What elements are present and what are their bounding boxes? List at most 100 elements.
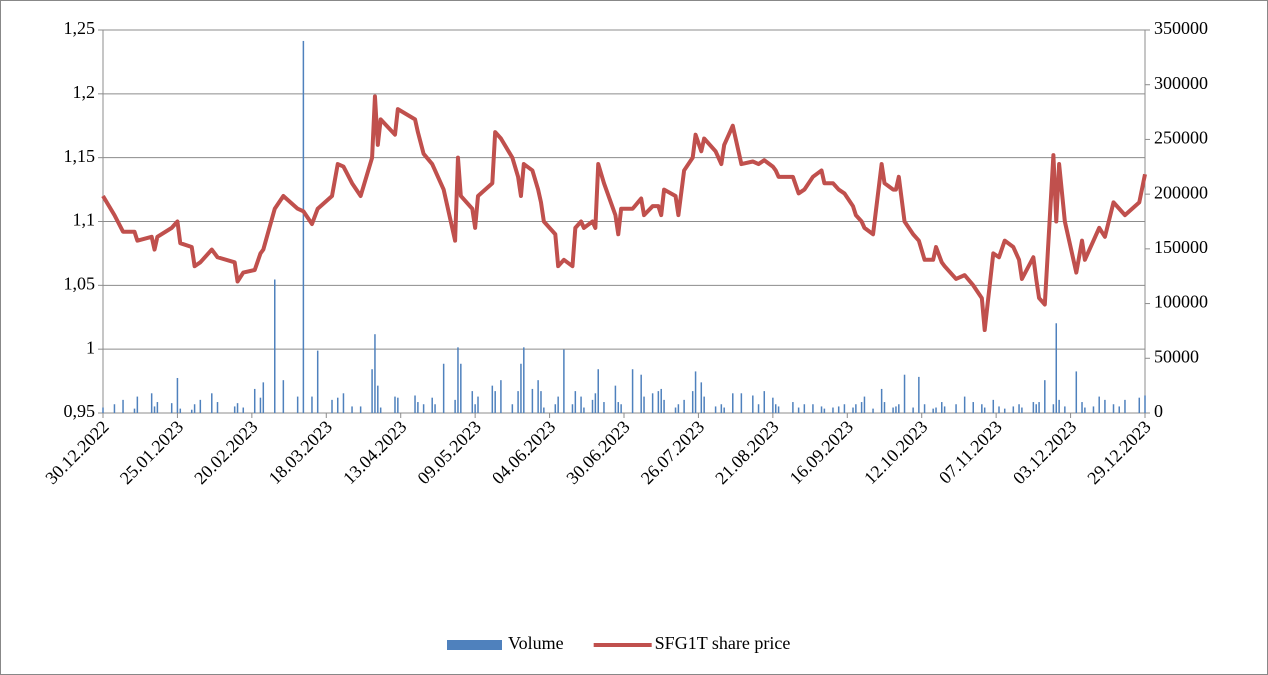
volume-bar	[852, 407, 854, 413]
legend-label: SFG1T share price	[655, 633, 791, 653]
volume-bar	[557, 396, 559, 413]
volume-bar	[941, 402, 943, 413]
volume-bar	[837, 406, 840, 413]
volume-bar	[282, 380, 285, 413]
volume-bar	[583, 407, 585, 413]
volume-bar	[614, 385, 617, 413]
volume-bar	[316, 350, 319, 413]
volume-bar	[792, 402, 794, 413]
volume-bar	[955, 404, 957, 413]
volume-bar	[772, 397, 774, 413]
volume-bar	[640, 374, 642, 413]
volume-bar	[763, 391, 766, 413]
volume-bar	[895, 406, 897, 413]
volume-bar	[892, 407, 894, 413]
volume-bar	[397, 397, 399, 413]
volume-bar	[1003, 408, 1006, 413]
volume-bar	[259, 397, 262, 413]
volume-bar	[651, 393, 654, 413]
volume-bar	[190, 409, 193, 413]
volume-bar	[998, 406, 1000, 413]
volume-bar	[1081, 402, 1083, 413]
volume-bar	[336, 397, 339, 413]
volume-bar	[1112, 404, 1115, 413]
volume-bar	[253, 388, 256, 413]
volume-bar	[883, 402, 886, 413]
volume-bar	[943, 406, 946, 413]
volume-bar	[923, 404, 926, 413]
y2-tick-label: 0	[1154, 401, 1163, 421]
volume-bar	[540, 391, 542, 413]
volume-bar	[422, 404, 425, 413]
volume-bar	[714, 406, 717, 413]
volume-bar	[554, 404, 557, 413]
volume-bar	[981, 404, 983, 413]
volume-bar	[262, 382, 265, 413]
volume-bar	[631, 369, 634, 413]
volume-bar	[823, 408, 826, 413]
volume-bar	[102, 407, 104, 413]
volume-bar	[720, 404, 723, 413]
volume-bar	[242, 407, 245, 413]
volume-bar	[417, 402, 419, 413]
volume-bar	[691, 391, 694, 413]
volume-bar	[531, 388, 534, 413]
volume-bar	[537, 380, 539, 413]
legend-swatch	[447, 640, 502, 650]
volume-bar	[740, 393, 743, 413]
volume-bar	[1138, 397, 1141, 413]
volume-bar	[1038, 402, 1040, 413]
volume-bar	[880, 388, 883, 413]
volume-bar	[216, 402, 219, 413]
volume-bar	[1018, 404, 1020, 413]
volume-bar	[563, 349, 565, 413]
volume-bar	[863, 396, 866, 413]
volume-bar	[591, 399, 594, 413]
volume-bar	[1144, 395, 1146, 413]
volume-bar	[523, 347, 525, 413]
volume-bar	[872, 408, 874, 413]
volume-bar	[580, 396, 582, 413]
volume-bar	[932, 408, 934, 413]
volume-bar	[500, 380, 502, 413]
volume-bar	[414, 395, 416, 413]
volume-bar	[176, 377, 179, 413]
volume-bar	[371, 369, 373, 413]
volume-bar	[898, 404, 900, 413]
volume-bar	[377, 385, 379, 413]
y-tick-label: 1,15	[64, 146, 96, 166]
volume-bar	[1021, 407, 1023, 413]
volume-bar	[302, 40, 305, 413]
volume-bar	[1064, 406, 1066, 413]
volume-bar	[474, 404, 476, 413]
volume-bar	[594, 393, 597, 413]
volume-bar	[912, 407, 914, 413]
volume-bar	[903, 374, 906, 413]
volume-bar	[331, 399, 333, 413]
volume-bar	[311, 396, 313, 413]
volume-bar	[351, 406, 353, 413]
volume-bar	[1084, 407, 1086, 413]
volume-bar	[777, 406, 780, 413]
volume-bar	[918, 376, 920, 413]
volume-bar	[1124, 399, 1126, 413]
legend-label: Volume	[508, 633, 564, 653]
volume-bar	[494, 391, 496, 413]
volume-bar	[236, 403, 239, 413]
volume-bar	[683, 399, 685, 413]
y-tick-label: 1,05	[64, 273, 96, 293]
volume-bar	[133, 408, 136, 413]
volume-bar	[657, 391, 660, 413]
volume-bar	[374, 334, 376, 413]
volume-bar	[1035, 404, 1037, 413]
volume-bar	[543, 407, 545, 413]
volume-bar	[1012, 406, 1015, 413]
volume-bar	[517, 391, 519, 413]
volume-bar	[296, 396, 299, 413]
volume-bar	[122, 399, 124, 413]
volume-bar	[199, 399, 202, 413]
volume-bar	[511, 404, 514, 413]
y2-tick-label: 100000	[1154, 292, 1208, 312]
y-tick-label: 1,2	[73, 82, 96, 102]
